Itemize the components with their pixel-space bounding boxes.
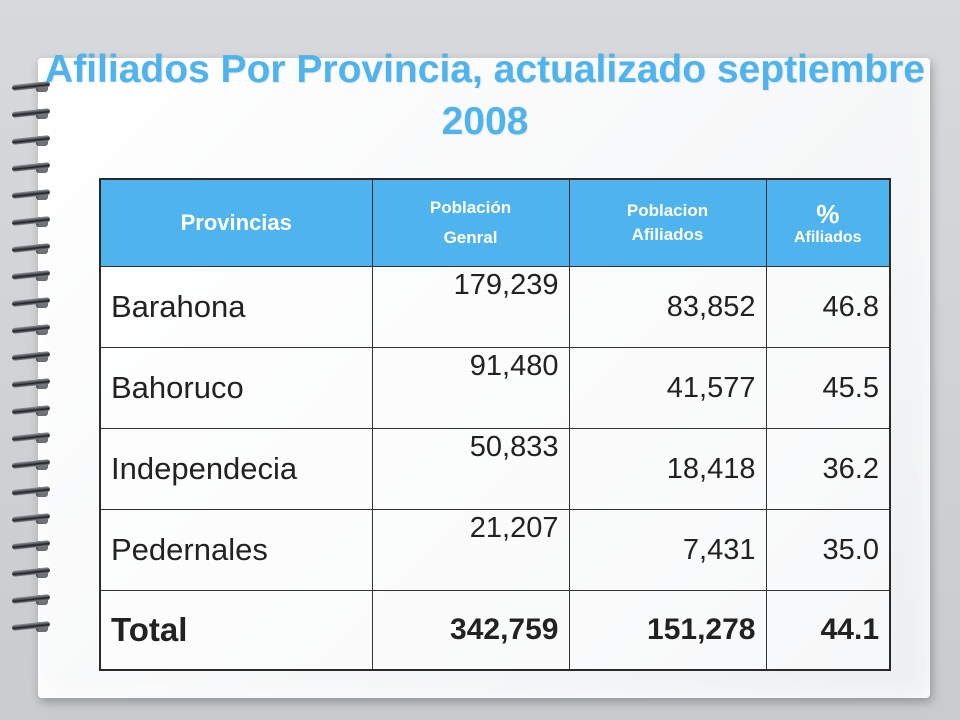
- cell-poblacion: 50,833: [371, 428, 570, 510]
- cell-provincia: Bahoruco: [99, 347, 373, 429]
- cell-pct: 45.5: [765, 347, 891, 429]
- table-row: Independecia 50,833 18,418 36.2: [99, 428, 891, 510]
- header-poblacion: Población Genral: [371, 178, 570, 267]
- binding-ring-icon: [10, 431, 56, 445]
- cell-total-poblacion: 342,759: [371, 590, 570, 671]
- binding-ring-icon: [10, 323, 56, 337]
- binding-ring-icon: [10, 188, 56, 202]
- table-header-row: Provincias Población Genral Poblacion Af…: [99, 178, 891, 267]
- table-total-row: Total 342,759 151,278 44.1: [99, 590, 891, 671]
- binding-ring-icon: [10, 512, 56, 526]
- cell-poblacion: 91,480: [371, 347, 570, 429]
- binding-ring-icon: [10, 566, 56, 580]
- binding-ring-icon: [10, 80, 56, 94]
- cell-total-label: Total: [99, 590, 373, 671]
- cell-pct: 46.8: [765, 266, 891, 348]
- cell-total-afiliados: 151,278: [568, 590, 767, 671]
- binding-ring-icon: [10, 242, 56, 256]
- binding-ring-icon: [10, 377, 56, 391]
- binding-ring-icon: [10, 161, 56, 175]
- binding-ring-icon: [10, 485, 56, 499]
- cell-afiliados: 18,418: [568, 428, 767, 510]
- binding-ring-icon: [10, 134, 56, 148]
- spiral-binding-icon: [10, 80, 60, 650]
- cell-pct: 36.2: [765, 428, 891, 510]
- cell-total-pct: 44.1: [765, 590, 891, 671]
- cell-provincia: Barahona: [99, 266, 373, 348]
- binding-ring-icon: [10, 107, 56, 121]
- cell-poblacion: 21,207: [371, 509, 570, 591]
- table-row: Bahoruco 91,480 41,577 45.5: [99, 347, 891, 429]
- cell-afiliados: 41,577: [568, 347, 767, 429]
- table-row: Barahona 179,239 83,852 46.8: [99, 266, 891, 348]
- affiliates-table: Provincias Población Genral Poblacion Af…: [99, 178, 891, 671]
- cell-provincia: Independecia: [99, 428, 373, 510]
- binding-ring-icon: [10, 215, 56, 229]
- cell-provincia: Pedernales: [99, 509, 373, 591]
- binding-ring-icon: [10, 269, 56, 283]
- binding-ring-icon: [10, 296, 56, 310]
- table-row: Pedernales 21,207 7,431 35.0: [99, 509, 891, 591]
- header-afiliados: Poblacion Afiliados: [568, 178, 767, 267]
- page-title: Afiliados Por Provincia, actualizado sep…: [45, 48, 925, 144]
- binding-ring-icon: [10, 620, 56, 634]
- binding-ring-icon: [10, 539, 56, 553]
- cell-pct: 35.0: [765, 509, 891, 591]
- binding-ring-icon: [10, 350, 56, 364]
- binding-ring-icon: [10, 404, 56, 418]
- cell-afiliados: 7,431: [568, 509, 767, 591]
- binding-ring-icon: [10, 593, 56, 607]
- header-provincias: Provincias: [99, 178, 373, 267]
- binding-ring-icon: [10, 458, 56, 472]
- header-pct: % Afiliados: [765, 178, 891, 267]
- cell-poblacion: 179,239: [371, 266, 570, 348]
- cell-afiliados: 83,852: [568, 266, 767, 348]
